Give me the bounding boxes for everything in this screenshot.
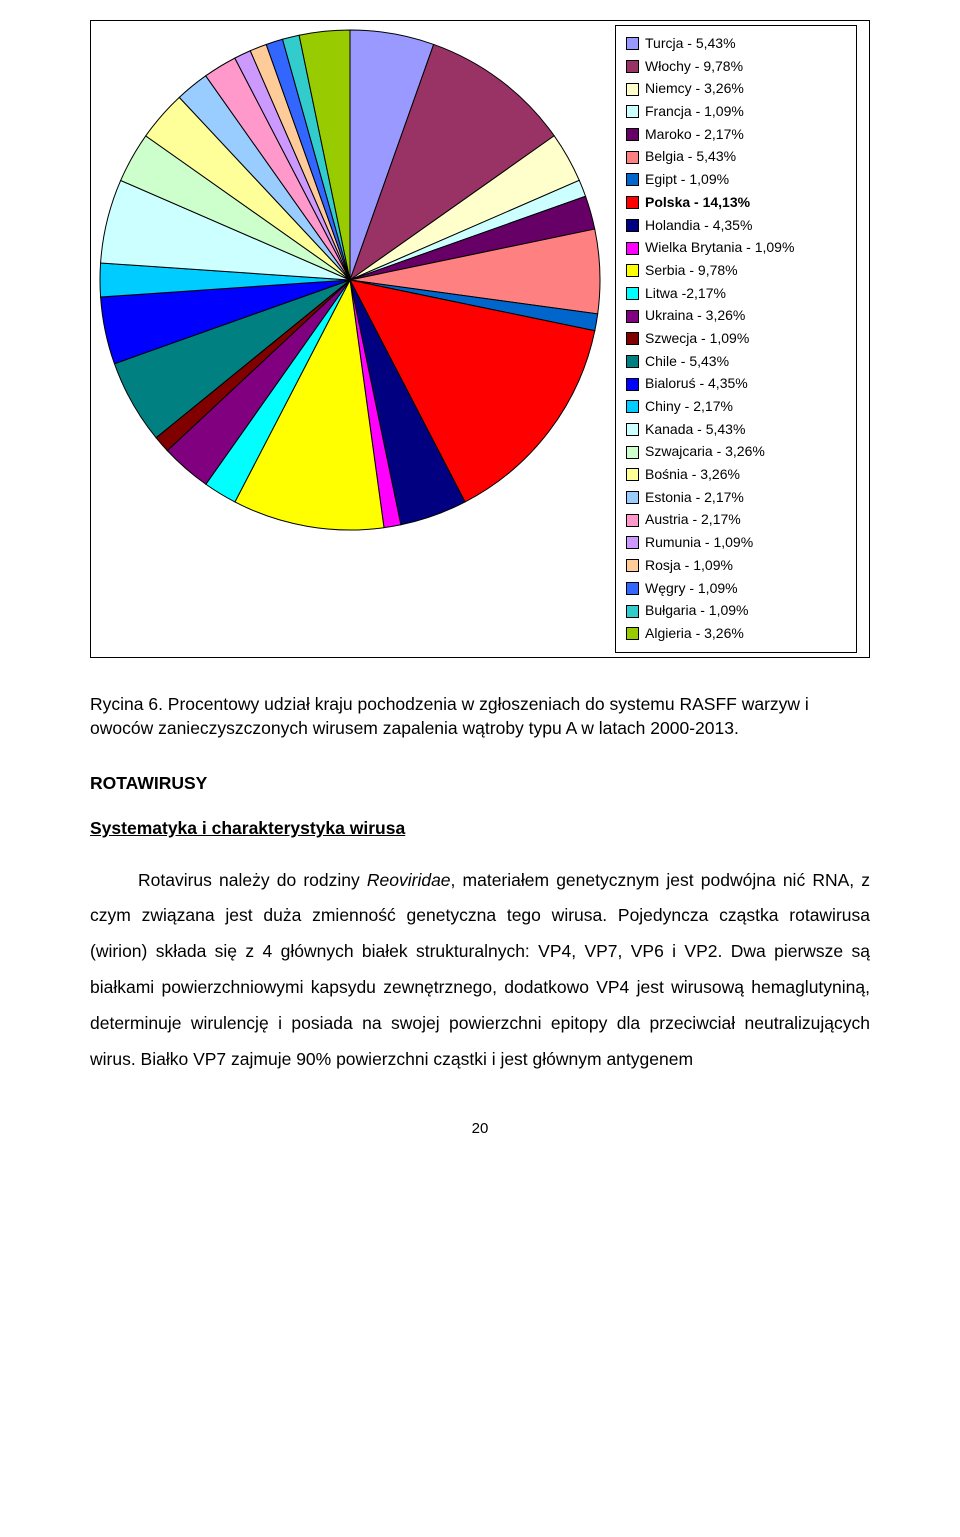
legend-swatch	[626, 559, 639, 572]
legend-swatch	[626, 332, 639, 345]
legend-swatch	[626, 446, 639, 459]
legend-item: Chile - 5,43%	[626, 351, 846, 373]
legend-label: Rumunia - 1,09%	[645, 532, 753, 554]
legend-item: Maroko - 2,17%	[626, 124, 846, 146]
legend-swatch	[626, 264, 639, 277]
legend-swatch	[626, 37, 639, 50]
legend-label: Ukraina - 3,26%	[645, 305, 745, 327]
legend-swatch	[626, 514, 639, 527]
legend-label: Rosja - 1,09%	[645, 555, 733, 577]
page-number: 20	[90, 1120, 870, 1137]
legend-item: Austria - 2,17%	[626, 509, 846, 531]
legend-item: Turcja - 5,43%	[626, 33, 846, 55]
legend-item: Francja - 1,09%	[626, 101, 846, 123]
legend-item: Chiny - 2,17%	[626, 396, 846, 418]
legend-label: Włochy - 9,78%	[645, 56, 743, 78]
legend-swatch	[626, 196, 639, 209]
legend-item: Serbia - 9,78%	[626, 260, 846, 282]
figure-caption: Rycina 6. Procentowy udział kraju pochod…	[90, 692, 870, 741]
subsection-heading: Systematyka i charakterystyka wirusa	[90, 818, 870, 839]
pie-chart	[95, 25, 605, 540]
legend-swatch	[626, 355, 639, 368]
legend-label: Niemcy - 3,26%	[645, 78, 744, 100]
legend-swatch	[626, 423, 639, 436]
legend-swatch	[626, 582, 639, 595]
para-text-post: , materiałem genetycznym jest podwójna n…	[90, 870, 870, 1069]
legend-item: Bialoruś - 4,35%	[626, 373, 846, 395]
legend-label: Austria - 2,17%	[645, 509, 741, 531]
legend-label: Szwecja - 1,09%	[645, 328, 749, 350]
legend-item: Węgry - 1,09%	[626, 578, 846, 600]
legend-item: Niemcy - 3,26%	[626, 78, 846, 100]
legend-label: Serbia - 9,78%	[645, 260, 738, 282]
legend-item: Belgia - 5,43%	[626, 146, 846, 168]
legend-swatch	[626, 468, 639, 481]
legend-swatch	[626, 400, 639, 413]
legend-item: Estonia - 2,17%	[626, 487, 846, 509]
legend-item: Szwajcaria - 3,26%	[626, 441, 846, 463]
legend-swatch	[626, 310, 639, 323]
legend-label: Turcja - 5,43%	[645, 33, 736, 55]
legend-label: Chile - 5,43%	[645, 351, 729, 373]
document-page: Turcja - 5,43%Włochy - 9,78%Niemcy - 3,2…	[0, 0, 960, 1177]
para-text-italic: Reoviridae	[367, 870, 451, 890]
legend-label: Szwajcaria - 3,26%	[645, 441, 765, 463]
legend-swatch	[626, 627, 639, 640]
legend-swatch	[626, 128, 639, 141]
legend-label: Algieria - 3,26%	[645, 623, 744, 645]
legend-item: Bułgaria - 1,09%	[626, 600, 846, 622]
legend-swatch	[626, 105, 639, 118]
legend-label: Polska - 14,13%	[645, 192, 750, 214]
legend-item: Holandia - 4,35%	[626, 215, 846, 237]
legend-label: Kanada - 5,43%	[645, 419, 745, 441]
legend-item: Rosja - 1,09%	[626, 555, 846, 577]
legend-swatch	[626, 60, 639, 73]
legend-item: Litwa -2,17%	[626, 283, 846, 305]
pie-chart-figure: Turcja - 5,43%Włochy - 9,78%Niemcy - 3,2…	[90, 20, 870, 658]
legend-swatch	[626, 83, 639, 96]
legend-label: Estonia - 2,17%	[645, 487, 744, 509]
legend-label: Bułgaria - 1,09%	[645, 600, 749, 622]
section-heading: ROTAWIRUSY	[90, 773, 870, 794]
legend-label: Bialoruś - 4,35%	[645, 373, 748, 395]
legend-item: Wielka Brytania - 1,09%	[626, 237, 846, 259]
legend-swatch	[626, 287, 639, 300]
legend-label: Węgry - 1,09%	[645, 578, 738, 600]
legend-swatch	[626, 173, 639, 186]
legend-label: Litwa -2,17%	[645, 283, 726, 305]
legend-label: Bośnia - 3,26%	[645, 464, 740, 486]
legend-swatch	[626, 151, 639, 164]
pie-chart-svg	[95, 25, 605, 535]
legend-label: Chiny - 2,17%	[645, 396, 733, 418]
legend-item: Bośnia - 3,26%	[626, 464, 846, 486]
legend-item: Kanada - 5,43%	[626, 419, 846, 441]
legend-swatch	[626, 378, 639, 391]
legend-item: Włochy - 9,78%	[626, 56, 846, 78]
body-paragraph: Rotavirus należy do rodziny Reoviridae, …	[90, 863, 870, 1078]
legend-label: Egipt - 1,09%	[645, 169, 729, 191]
legend-label: Holandia - 4,35%	[645, 215, 752, 237]
chart-legend: Turcja - 5,43%Włochy - 9,78%Niemcy - 3,2…	[615, 25, 857, 653]
legend-swatch	[626, 605, 639, 618]
legend-item: Rumunia - 1,09%	[626, 532, 846, 554]
legend-item: Ukraina - 3,26%	[626, 305, 846, 327]
legend-item: Polska - 14,13%	[626, 192, 846, 214]
para-text-pre: Rotavirus należy do rodziny	[138, 870, 367, 890]
legend-swatch	[626, 491, 639, 504]
legend-label: Maroko - 2,17%	[645, 124, 744, 146]
legend-label: Belgia - 5,43%	[645, 146, 736, 168]
legend-label: Francja - 1,09%	[645, 101, 744, 123]
legend-swatch	[626, 536, 639, 549]
legend-item: Szwecja - 1,09%	[626, 328, 846, 350]
legend-label: Wielka Brytania - 1,09%	[645, 237, 794, 259]
legend-item: Egipt - 1,09%	[626, 169, 846, 191]
legend-item: Algieria - 3,26%	[626, 623, 846, 645]
legend-swatch	[626, 219, 639, 232]
legend-swatch	[626, 242, 639, 255]
